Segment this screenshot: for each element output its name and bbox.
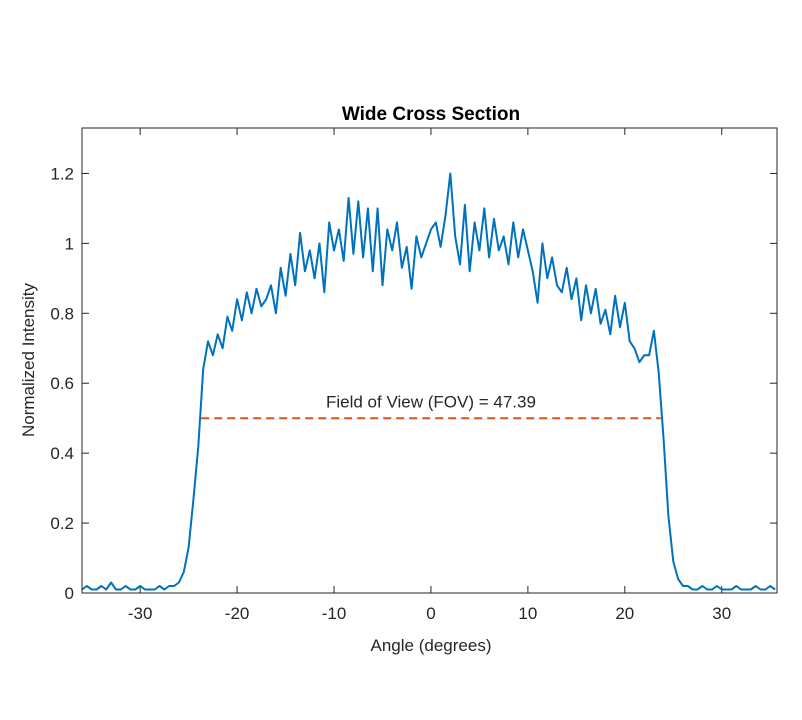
y-axis-label: Normalized Intensity bbox=[19, 283, 38, 438]
x-tick-label: 30 bbox=[712, 604, 731, 623]
plot-area bbox=[82, 128, 777, 593]
x-tick-label: -10 bbox=[322, 604, 347, 623]
chart-title: Wide Cross Section bbox=[342, 104, 520, 125]
fov-annotation: Field of View (FOV) = 47.39 bbox=[326, 393, 536, 412]
intensity-line bbox=[81, 172, 776, 591]
y-tick-label: 0.2 bbox=[50, 514, 74, 533]
x-tick-label: 0 bbox=[426, 604, 435, 623]
x-tick-label: -20 bbox=[225, 604, 250, 623]
y-tick-label: 0.4 bbox=[50, 444, 74, 463]
y-tick-label: 0.8 bbox=[50, 304, 74, 323]
y-tick-label: 1 bbox=[65, 234, 74, 253]
x-tick-label: -30 bbox=[128, 604, 153, 623]
x-axis-label: Angle (degrees) bbox=[371, 636, 492, 655]
y-tick-label: 0 bbox=[65, 584, 74, 603]
axes-box bbox=[81, 127, 778, 594]
x-tick-label: 20 bbox=[615, 604, 634, 623]
y-tick-label: 0.6 bbox=[50, 374, 74, 393]
x-tick-label: 10 bbox=[518, 604, 537, 623]
y-tick-label: 1.2 bbox=[50, 164, 74, 183]
